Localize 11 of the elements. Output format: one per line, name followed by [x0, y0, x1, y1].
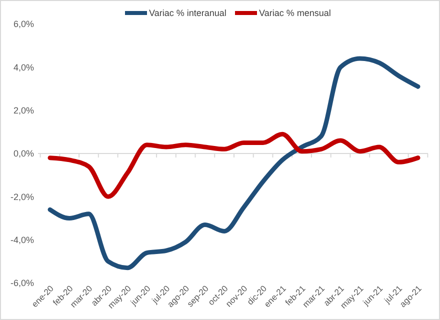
y-tick-label: 6,0% — [13, 19, 34, 30]
y-tick-label: -4,0% — [10, 234, 34, 245]
y-tick-label: -6,0% — [10, 278, 34, 288]
line-series — [48, 56, 420, 270]
line-series — [48, 132, 420, 199]
y-tick-label: 2,0% — [13, 105, 34, 116]
y-tick-label: 4,0% — [13, 62, 34, 72]
y-tick-label: -2,0% — [10, 192, 34, 202]
legend-label: Variac % interanual — [149, 8, 226, 18]
y-tick-label: 0,0% — [13, 148, 34, 159]
legend-label: Variac % mensual — [259, 8, 331, 18]
